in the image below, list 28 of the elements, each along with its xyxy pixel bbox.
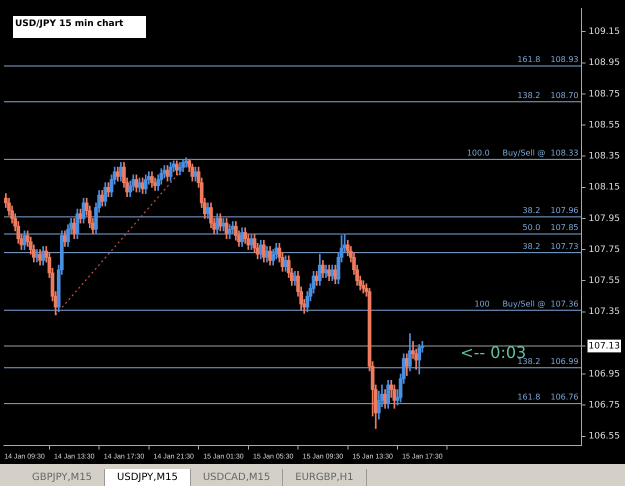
ref-line-label: 38.2 107.73 — [522, 242, 579, 251]
y-tick-label: 108.95 — [588, 58, 620, 68]
ref-line-label: 138.2 108.70 — [517, 90, 579, 100]
y-tick-label: 108.15 — [588, 182, 620, 193]
text: EURGBP,H1 — [283, 469, 367, 486]
y-tick-label: 108.75 — [588, 89, 620, 100]
ref-line-label: 138.2 106.99 — [517, 356, 579, 366]
ref-line-label: 161.8 108.93 — [517, 55, 579, 64]
ref-line-label: 100 Buy/Sell @ 107.36 — [474, 299, 579, 308]
y-tick-label: 107.55 — [588, 276, 620, 286]
ref-line-label: 50.0 107.85 — [522, 223, 579, 232]
y-tick-label: 107.75 — [588, 244, 620, 255]
ref-line-label: 38.2 107.96 — [522, 206, 579, 215]
y-tick-label: 106.95 — [588, 369, 620, 380]
y-tick-label: 108.55 — [588, 120, 620, 130]
text: USD/JPY 15 min chart — [13, 16, 146, 38]
text: GBPJPY,M15 — [20, 469, 106, 486]
ref-line-label: 161.8 106.76 — [517, 392, 579, 402]
y-tick-label: 107.13 — [588, 341, 620, 352]
y-tick-label: 108.35 — [588, 152, 620, 162]
y-tick-label: 106.55 — [588, 432, 620, 442]
text: USDJPY,M15 — [105, 469, 191, 486]
y-tick-label: 106.75 — [588, 400, 620, 410]
y-tick-label: 109.15 — [588, 27, 620, 38]
text: USDCAD,M15 — [190, 469, 284, 486]
y-tick-label: 107.95 — [588, 214, 620, 224]
y-tick-label: 107.35 — [588, 307, 620, 318]
ref-line-label: 100.0 Buy/Sell @ 108.33 — [466, 148, 579, 158]
